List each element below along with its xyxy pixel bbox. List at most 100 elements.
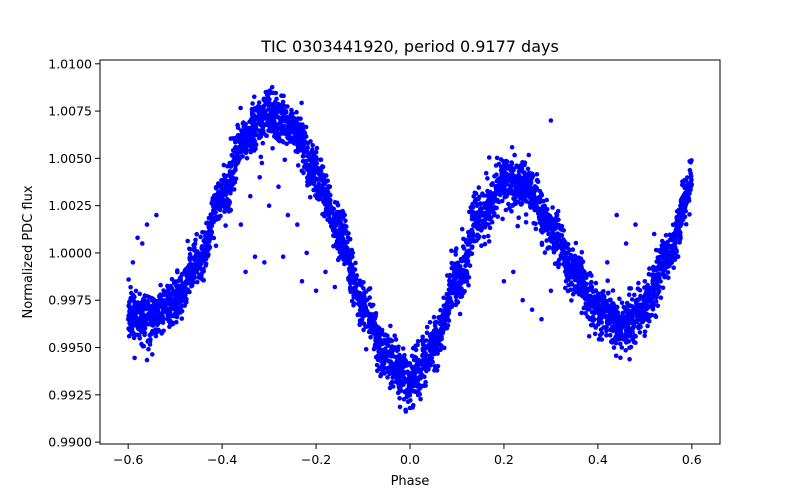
data-point — [504, 163, 509, 168]
data-point — [179, 271, 185, 277]
data-point — [364, 324, 370, 329]
data-point — [290, 111, 295, 116]
data-point — [466, 283, 471, 288]
data-point — [292, 130, 297, 136]
data-point — [240, 154, 245, 159]
data-point — [128, 310, 134, 316]
data-point — [400, 346, 406, 351]
data-point — [200, 257, 206, 262]
data-point — [161, 304, 166, 310]
data-point — [252, 123, 258, 128]
data-point — [205, 242, 211, 247]
data-point — [267, 88, 273, 93]
data-point — [678, 203, 683, 208]
data-point — [511, 166, 517, 172]
data-point — [353, 260, 358, 266]
data-point — [231, 154, 236, 159]
data-point — [377, 332, 383, 338]
outlier-point — [238, 222, 244, 227]
data-point — [169, 298, 175, 303]
data-point — [139, 304, 144, 309]
data-point — [132, 313, 138, 319]
data-point — [680, 211, 686, 217]
data-point — [343, 240, 349, 246]
data-point — [440, 318, 446, 324]
data-point — [453, 249, 458, 254]
data-point — [388, 381, 394, 387]
data-point — [671, 242, 677, 247]
data-point — [600, 299, 606, 305]
data-point — [468, 231, 474, 236]
data-point — [378, 338, 384, 343]
outlier-point — [501, 279, 507, 284]
data-point — [359, 318, 364, 324]
data-point — [237, 156, 242, 162]
data-point — [427, 333, 433, 339]
data-point — [582, 269, 587, 275]
data-point — [464, 269, 469, 274]
data-point — [523, 212, 529, 217]
outlier-point — [642, 279, 648, 284]
data-point — [340, 209, 346, 215]
data-point — [618, 355, 623, 361]
data-point — [626, 339, 632, 344]
data-point — [619, 345, 625, 350]
data-point — [137, 336, 143, 341]
data-point — [434, 333, 440, 339]
data-point — [242, 128, 248, 133]
data-point — [676, 212, 682, 218]
data-point — [434, 368, 440, 373]
data-point — [642, 292, 648, 298]
data-point — [627, 345, 632, 351]
y-tick-label: 0.9925 — [48, 387, 92, 402]
data-point — [166, 319, 172, 324]
data-point — [660, 285, 666, 291]
data-point — [249, 127, 255, 132]
data-point — [580, 287, 586, 293]
data-point — [602, 309, 608, 315]
data-point — [485, 188, 490, 194]
data-point — [644, 317, 650, 323]
data-point — [614, 319, 619, 325]
data-point — [228, 190, 233, 196]
data-point — [585, 296, 590, 301]
data-point — [267, 128, 273, 133]
data-point — [524, 179, 529, 184]
data-point — [310, 147, 315, 152]
data-point — [218, 194, 224, 200]
data-point — [593, 325, 598, 330]
x-axis-ticks: −0.6 −0.4 −0.2 0.0 0.2 0.4 0.6 — [113, 444, 702, 467]
data-point — [399, 368, 404, 373]
data-point — [227, 187, 232, 192]
data-point — [139, 329, 144, 334]
data-point — [438, 307, 443, 313]
data-point — [378, 355, 383, 361]
data-point — [534, 205, 539, 211]
data-point — [578, 280, 584, 286]
data-point — [203, 233, 208, 239]
data-point — [244, 133, 250, 138]
data-point — [171, 290, 177, 296]
data-point — [132, 310, 138, 315]
data-point — [537, 199, 543, 205]
data-point — [658, 267, 664, 272]
data-point — [385, 375, 390, 380]
data-point — [313, 184, 319, 189]
data-point — [223, 223, 228, 228]
data-point — [656, 289, 661, 295]
x-tick-label: −0.2 — [301, 452, 331, 467]
data-point — [676, 219, 681, 224]
data-point — [521, 175, 527, 181]
data-point — [259, 119, 264, 124]
data-point — [262, 103, 267, 108]
data-point — [569, 265, 574, 270]
data-point — [609, 340, 615, 345]
data-point — [203, 263, 208, 268]
data-point — [129, 290, 134, 296]
data-point — [397, 396, 402, 401]
data-point — [463, 273, 469, 279]
data-point — [620, 310, 625, 316]
data-point — [382, 353, 388, 359]
data-point — [221, 162, 227, 168]
data-point — [185, 238, 190, 244]
